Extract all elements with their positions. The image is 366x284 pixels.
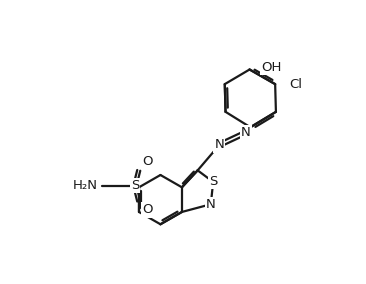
Text: OH: OH — [261, 61, 281, 74]
Text: O: O — [142, 155, 152, 168]
Text: S: S — [131, 179, 139, 192]
Text: Cl: Cl — [289, 78, 302, 91]
Text: N: N — [206, 198, 216, 211]
Text: H₂N: H₂N — [73, 179, 98, 192]
Text: N: N — [241, 126, 251, 139]
Text: S: S — [209, 176, 217, 188]
Text: N: N — [214, 139, 224, 151]
Text: O: O — [142, 203, 152, 216]
